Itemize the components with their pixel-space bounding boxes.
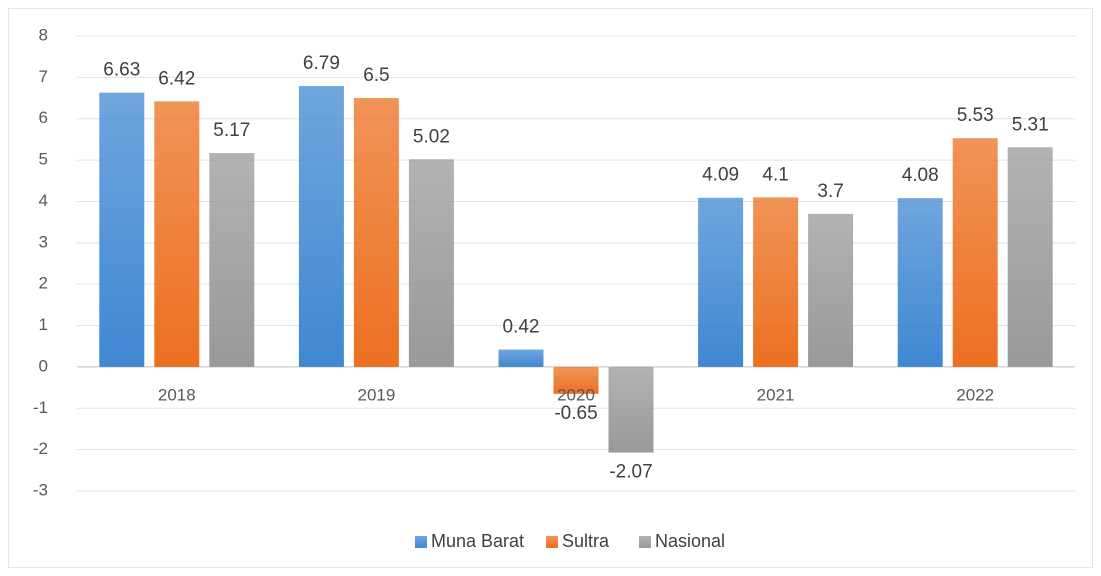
value-label: 6.42 (158, 68, 195, 89)
value-label: 6.5 (363, 65, 389, 86)
y-tick-label: -2 (33, 439, 48, 458)
value-label: 5.53 (957, 105, 994, 126)
value-label: 4.08 (902, 165, 939, 186)
legend-label: Sultra (562, 531, 610, 551)
value-label: 0.42 (503, 317, 540, 338)
y-tick-label: 6 (39, 108, 48, 127)
value-label: 6.79 (303, 53, 340, 74)
legend-swatch (639, 536, 651, 548)
legend-swatch (546, 536, 558, 548)
value-label: 5.31 (1012, 114, 1049, 135)
y-tick-label: 5 (39, 150, 48, 169)
bar (1007, 147, 1053, 367)
y-tick-label: 1 (39, 315, 48, 334)
y-tick-label: 7 (39, 67, 48, 86)
y-tick-label: 2 (39, 274, 48, 293)
value-label: 3.7 (817, 181, 843, 202)
bar (952, 138, 998, 367)
bar (99, 92, 145, 367)
bar (209, 153, 255, 367)
bar (154, 101, 200, 367)
value-label: 4.09 (702, 165, 739, 186)
bar (408, 159, 454, 367)
value-label: -2.07 (609, 462, 652, 483)
y-tick-label: -3 (33, 480, 48, 499)
y-tick-label: 3 (39, 232, 48, 251)
bar (498, 349, 544, 367)
legend-label: Muna Barat (431, 531, 524, 551)
x-tick-label: 2018 (158, 385, 196, 404)
bar (897, 198, 943, 367)
y-tick-label: -1 (33, 398, 48, 417)
bar (808, 213, 854, 367)
legend-label: Nasional (655, 531, 725, 551)
value-label: 5.02 (413, 126, 450, 147)
value-label: -0.65 (554, 403, 597, 424)
value-label: 5.17 (213, 120, 250, 141)
x-tick-label: 2019 (357, 385, 395, 404)
x-tick-label: 2020 (557, 385, 595, 404)
bar (298, 86, 344, 367)
value-label: 6.63 (103, 60, 140, 81)
x-tick-label: 2022 (956, 385, 994, 404)
bar (608, 366, 654, 453)
y-tick-label: 4 (39, 191, 48, 210)
y-tick-label: 8 (39, 25, 48, 44)
x-tick-label: 2021 (757, 385, 795, 404)
bar (753, 197, 799, 367)
bar (553, 366, 599, 394)
y-tick-label: 0 (39, 356, 48, 375)
value-label: 4.1 (762, 164, 788, 185)
legend-swatch (415, 536, 427, 548)
bar (698, 197, 744, 367)
bar (353, 98, 399, 367)
